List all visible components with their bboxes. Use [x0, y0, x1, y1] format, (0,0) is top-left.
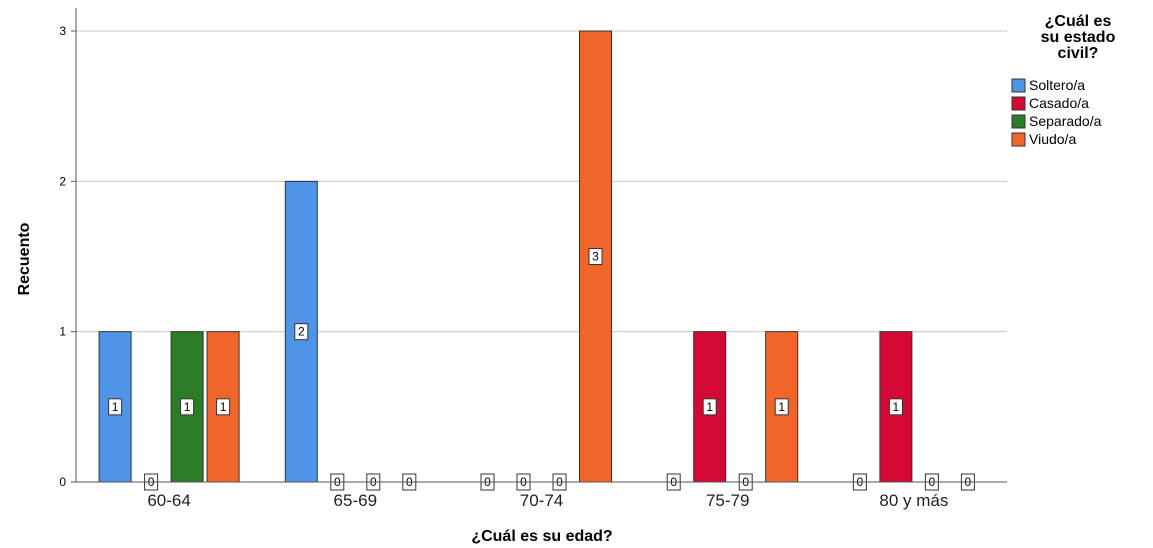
data-label-0-3: 1 — [220, 400, 227, 414]
y-tick-label-0: 0 — [59, 475, 66, 489]
legend-title-line-0: ¿Cuál es — [1045, 13, 1112, 30]
y-axis-title: Recuento — [16, 222, 33, 295]
x-tick-label-4: 80 y más — [879, 491, 948, 510]
x-tick-label-1: 65-69 — [334, 491, 377, 510]
y-tick-label-1: 1 — [59, 325, 66, 339]
legend-label-3: Viudo/a — [1029, 131, 1076, 147]
data-label-box-4-1 — [888, 398, 903, 416]
x-tick-label-0: 60-64 — [147, 491, 190, 510]
data-label-1-0: 2 — [298, 325, 305, 339]
legend-label-0: Soltero/a — [1029, 77, 1085, 93]
data-label-box-3-3 — [774, 398, 789, 416]
data-label-box-2-3 — [588, 248, 603, 265]
legend-label-1: Casado/a — [1029, 95, 1089, 111]
data-label-box-3-1 — [702, 398, 717, 416]
data-label-4-1: 1 — [893, 400, 900, 414]
gridlines — [76, 30, 1007, 333]
legend-label-2: Separado/a — [1029, 113, 1102, 129]
y-tick-label-3: 3 — [59, 24, 66, 38]
data-label-box-0-3 — [216, 398, 231, 416]
data-label-3-3: 1 — [778, 400, 785, 414]
x-axis-title: ¿Cuál es su edad? — [471, 528, 612, 545]
data-label-0-0: 1 — [112, 400, 119, 414]
legend-title-line-1: su estado — [1041, 29, 1116, 46]
x-tick-label-3: 75-79 — [706, 491, 749, 510]
x-tick-label-2: 70-74 — [520, 491, 563, 510]
legend-swatch-0 — [1011, 78, 1026, 93]
data-label-box-0-0 — [108, 398, 123, 416]
axes: 0 1 2 3 60-64 65-69 70-74 75-79 80 y más — [59, 8, 1007, 510]
data-label-box-0-2 — [180, 398, 195, 416]
legend-swatch-1 — [1011, 96, 1026, 111]
data-label-2-3: 3 — [592, 250, 599, 264]
legend-title-line-2: civil? — [1058, 45, 1099, 62]
y-tick-label-2: 2 — [59, 174, 66, 188]
legend-swatch-3 — [1011, 132, 1026, 147]
legend-swatch-2 — [1011, 114, 1026, 129]
data-label-0-2: 1 — [184, 400, 191, 414]
data-label-3-1: 1 — [706, 400, 713, 414]
data-label-box-1-0 — [294, 323, 309, 341]
